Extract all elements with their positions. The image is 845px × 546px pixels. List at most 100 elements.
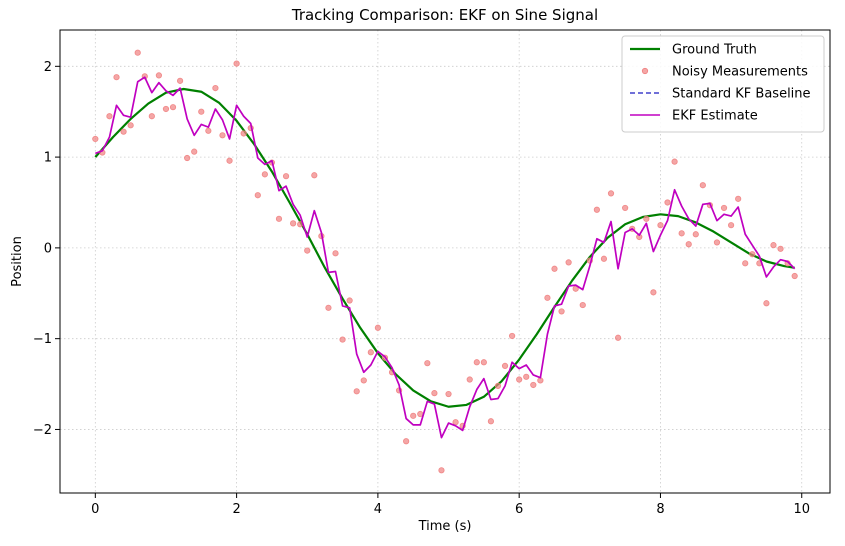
y-tick-label: −1 — [33, 332, 52, 347]
measurement-point — [692, 231, 699, 238]
measurement-point — [770, 242, 777, 249]
legend-box — [621, 35, 825, 133]
y-tick-label: −2 — [33, 423, 52, 438]
y-tick-label: 1 — [44, 151, 52, 166]
measurement-point — [452, 419, 459, 426]
measurement-point — [685, 241, 692, 248]
measurement-point — [657, 222, 664, 229]
measurement-point — [353, 388, 360, 395]
measurement-point — [445, 390, 452, 398]
measurement-point — [254, 192, 261, 199]
measurement-point — [311, 172, 318, 179]
measurement-point — [106, 113, 113, 120]
measurement-point — [226, 157, 233, 164]
x-tick-label: 2 — [232, 502, 240, 517]
legend-label-ground-truth: Ground Truth — [672, 43, 757, 58]
measurement-point — [558, 308, 565, 315]
measurement-point — [622, 204, 629, 212]
x-tick-label: 4 — [374, 502, 382, 517]
measurement-point — [551, 265, 558, 272]
measurement-point — [113, 74, 120, 81]
measurement-point — [565, 259, 572, 266]
noisy-measurements-legend-swatch — [641, 67, 649, 75]
measurement-point — [607, 190, 615, 197]
measurement-point — [155, 72, 162, 79]
x-axis-label: Time (s) — [418, 519, 472, 534]
measurement-point — [509, 332, 516, 340]
measurement-point — [92, 135, 99, 143]
measurement-point — [424, 360, 431, 367]
measurement-point — [304, 247, 311, 254]
legend-label-ekf-estimate: EKF Estimate — [672, 109, 758, 124]
measurement-point — [763, 300, 770, 307]
measurement-point — [261, 171, 268, 178]
measurement-point — [212, 85, 219, 92]
measurement-point — [184, 154, 191, 162]
measurement-point — [346, 297, 353, 304]
measurement-point — [650, 289, 657, 296]
measurement-point — [169, 104, 177, 111]
measurement-point — [749, 251, 756, 258]
x-tick-label: 0 — [91, 502, 99, 517]
measurement-point — [664, 199, 671, 206]
measurement-point — [176, 77, 184, 84]
y-tick-label: 2 — [44, 60, 52, 75]
measurement-point — [544, 294, 551, 301]
measurement-point — [282, 173, 290, 180]
measurement-point — [438, 467, 445, 474]
x-tick-label: 6 — [515, 502, 523, 517]
measurement-point — [120, 128, 127, 135]
measurement-point — [501, 362, 509, 370]
measurement-point — [127, 122, 134, 129]
measurement-point — [713, 239, 721, 246]
measurement-point — [699, 182, 706, 189]
measurement-point — [720, 204, 728, 212]
measurement-point — [191, 148, 198, 155]
measurement-point — [466, 376, 473, 383]
measurement-point — [728, 222, 735, 229]
measurement-point — [332, 250, 339, 257]
measurement-point — [742, 260, 749, 267]
measurement-point — [275, 215, 283, 222]
measurement-point — [198, 108, 205, 115]
measurement-point — [614, 334, 622, 341]
measurement-point — [403, 438, 410, 445]
measurement-point — [374, 324, 381, 331]
measurement-point — [643, 215, 650, 222]
plot-series — [92, 49, 798, 474]
measurement-point — [735, 195, 742, 202]
plot-frame — [59, 29, 831, 494]
measurement-point — [290, 220, 297, 227]
measurement-point — [473, 359, 480, 366]
measurement-point — [240, 130, 247, 137]
measurement-point — [600, 255, 608, 262]
measurement-point — [487, 418, 495, 425]
y-tick-label: 0 — [44, 241, 52, 256]
measurement-point — [494, 382, 502, 389]
measurement-point — [516, 376, 523, 383]
ekf-estimate-line — [95, 76, 796, 439]
measurement-point — [791, 272, 798, 280]
measurement-point — [134, 49, 141, 56]
measurement-point — [530, 381, 537, 389]
x-tick-label: 8 — [656, 502, 664, 517]
measurement-point — [148, 113, 155, 120]
measurement-point — [367, 349, 374, 356]
measurement-point — [205, 127, 212, 134]
measurement-point — [233, 60, 240, 67]
measurement-point — [162, 105, 170, 113]
chart-title: Tracking Comparison: EKF on Sine Signal — [291, 6, 598, 24]
measurement-point — [593, 206, 600, 213]
measurement-point — [431, 390, 438, 397]
measurement-point — [671, 158, 678, 165]
measurement-point — [325, 304, 332, 311]
measurement-point — [678, 230, 685, 237]
legend: Ground Truth Noisy Measurements Standard K… — [621, 35, 825, 133]
axes: 0 2 4 6 8 10 −2 −1 0 1 2 — [33, 60, 810, 517]
measurement-point — [219, 132, 226, 139]
measurement-point — [360, 377, 367, 384]
y-axis-label: Position — [10, 236, 25, 287]
measurement-point — [339, 336, 346, 343]
x-tick-label: 10 — [793, 502, 810, 517]
